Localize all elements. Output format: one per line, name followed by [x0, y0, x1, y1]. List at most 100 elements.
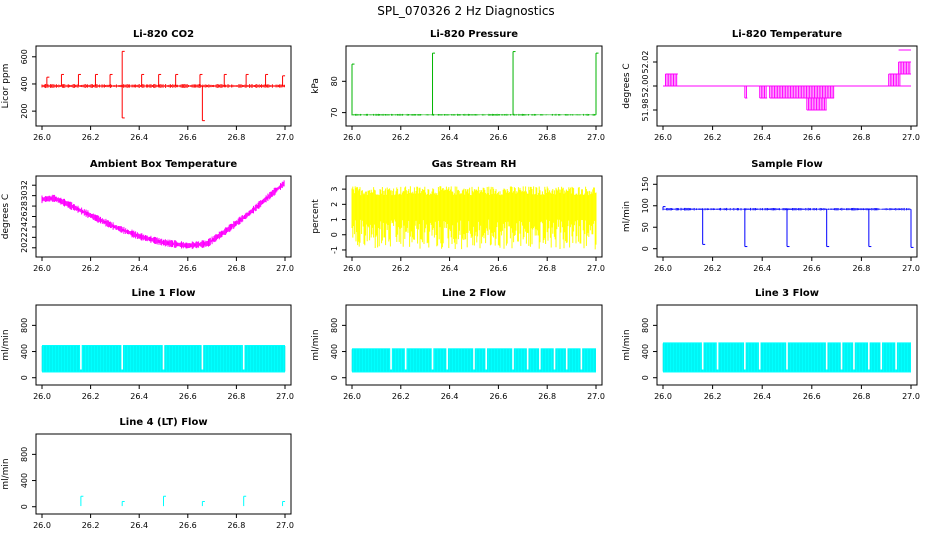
x-tick-label: 26.0: [343, 133, 361, 142]
x-tick-label: 27.0: [902, 133, 920, 142]
chart-title: Li-820 CO2: [133, 29, 194, 40]
x-tick-label: 27.0: [902, 264, 920, 273]
x-tick-label: 26.4: [130, 264, 148, 273]
series-steps: [663, 49, 911, 111]
plot-frame: [345, 304, 603, 386]
chart-panel: Li-820 Temperature degrees C 26.0 26.2 26.4 2…: [622, 29, 920, 142]
data-layer: [41, 344, 286, 373]
chart-panel: Gas Stream RH percent 26.0 26.2 26.4 26.6 26.8…: [311, 159, 605, 273]
x-tick-label: 26.2: [704, 133, 722, 142]
plot-frame: [35, 304, 292, 386]
y-tick-label: 800: [641, 318, 650, 333]
chart-panel: Li-820 CO2 Licor ppm 26.0 26.2 26.4 26.6 26.8 2…: [1, 29, 294, 142]
x-tick-label: 26.6: [179, 133, 197, 142]
chart-title: Li-820 Pressure: [430, 29, 518, 40]
y-axis-label: ml/min: [622, 201, 632, 232]
chart-panel: Line 2 Flow ml/min 26.0 26.2 26.4 26.6 26.8 27.…: [311, 288, 605, 401]
plot-frame: [345, 45, 603, 127]
series-trace: [351, 51, 599, 116]
x-tick-label: 26.2: [392, 264, 410, 273]
x-tick-label: 27.0: [587, 264, 605, 273]
y-axis-label: ml/min: [1, 329, 11, 360]
data-layer: [351, 347, 596, 373]
x-tick-label: 26.4: [130, 392, 148, 401]
x-tick-label: 26.6: [179, 264, 197, 273]
x-tick-label: 26.4: [130, 133, 148, 142]
y-tick-label: 32: [20, 180, 29, 190]
chart-panel: Line 1 Flow ml/min 26.0 26.2 26.4 26.6 26.8 27.…: [1, 288, 294, 401]
x-tick-label: 26.8: [538, 392, 556, 401]
series-trace: [41, 180, 285, 249]
y-tick-label: 20: [20, 243, 29, 253]
y-tick-label: 400: [330, 344, 339, 359]
x-tick-label: 26.0: [33, 264, 51, 273]
y-tick-label: 80: [330, 76, 339, 86]
y-tick-label: 51.98: [641, 99, 650, 122]
chart-title: Sample Flow: [751, 159, 823, 170]
data-layer: [663, 49, 911, 111]
x-tick-label: 26.2: [82, 133, 100, 142]
y-tick-label: 70: [330, 108, 339, 118]
plot-frame: [35, 433, 292, 515]
x-tick-label: 26.6: [803, 392, 821, 401]
x-tick-label: 26.0: [343, 392, 361, 401]
x-tick-label: 26.4: [441, 133, 459, 142]
chart-panel: Sample Flow ml/min 26.0 26.2 26.4 26.6 26.8 27.…: [622, 159, 920, 273]
series-band: [351, 186, 597, 250]
x-tick-label: 27.0: [587, 133, 605, 142]
y-tick-label: 0: [641, 246, 650, 251]
x-tick-label: 26.8: [227, 264, 245, 273]
y-tick-label: 22: [20, 232, 29, 242]
panels-group: Li-820 CO2 Licor ppm 26.0 26.2 26.4 26.6 26.8 2…: [1, 29, 920, 530]
chart-title: Line 2 Flow: [442, 288, 506, 299]
y-tick-label: 800: [330, 318, 339, 333]
y-tick-label: 150: [641, 177, 650, 192]
chart-panel: Li-820 Pressure kPa 26.0 26.2 26.4 26.6 26.8 27…: [311, 29, 605, 142]
y-tick-label: 52.00: [641, 75, 650, 98]
x-tick-label: 26.8: [538, 133, 556, 142]
x-tick-label: 27.0: [902, 392, 920, 401]
x-tick-label: 26.2: [82, 392, 100, 401]
series-gaps: [390, 347, 583, 370]
x-tick-label: 26.6: [489, 133, 507, 142]
x-tick-label: 26.2: [704, 392, 722, 401]
x-tick-label: 26.8: [227, 521, 245, 530]
x-tick-label: 26.8: [227, 392, 245, 401]
y-tick-label: 400: [20, 344, 29, 359]
series-trace: [662, 206, 914, 248]
data-layer: [662, 206, 914, 248]
x-tick-label: 26.8: [538, 264, 556, 273]
x-tick-label: 26.4: [753, 264, 771, 273]
y-tick-label: 1: [330, 217, 339, 222]
y-axis-label: ml/min: [1, 458, 11, 489]
series-area-texture: [41, 346, 286, 372]
x-tick-label: 26.0: [654, 133, 672, 142]
x-tick-label: 26.0: [33, 521, 51, 530]
x-tick-label: 27.0: [276, 521, 294, 530]
y-tick-label: 28: [20, 201, 29, 211]
x-tick-label: 26.8: [227, 133, 245, 142]
series-area-texture: [662, 343, 910, 372]
y-axis-label: percent: [311, 199, 321, 234]
plot-frame: [35, 45, 292, 127]
x-tick-label: 26.2: [392, 133, 410, 142]
x-tick-label: 26.6: [179, 392, 197, 401]
y-axis-label: Licor ppm: [1, 64, 11, 109]
y-tick-label: 200: [20, 103, 29, 118]
plot-frame: [345, 175, 603, 258]
x-tick-label: 26.6: [489, 264, 507, 273]
x-tick-label: 26.8: [852, 133, 870, 142]
y-tick-label: 30: [20, 191, 29, 201]
x-tick-label: 26.0: [654, 264, 672, 273]
y-axis-label: ml/min: [311, 329, 321, 360]
series-trace: [41, 50, 286, 122]
y-tick-label: 0: [330, 232, 339, 237]
x-tick-label: 27.0: [276, 264, 294, 273]
x-tick-label: 26.6: [803, 133, 821, 142]
x-tick-label: 27.0: [587, 392, 605, 401]
x-tick-label: 26.2: [82, 264, 100, 273]
chart-title: Line 3 Flow: [755, 288, 819, 299]
x-tick-label: 26.6: [803, 264, 821, 273]
chart-title: Line 4 (LT) Flow: [119, 417, 207, 428]
